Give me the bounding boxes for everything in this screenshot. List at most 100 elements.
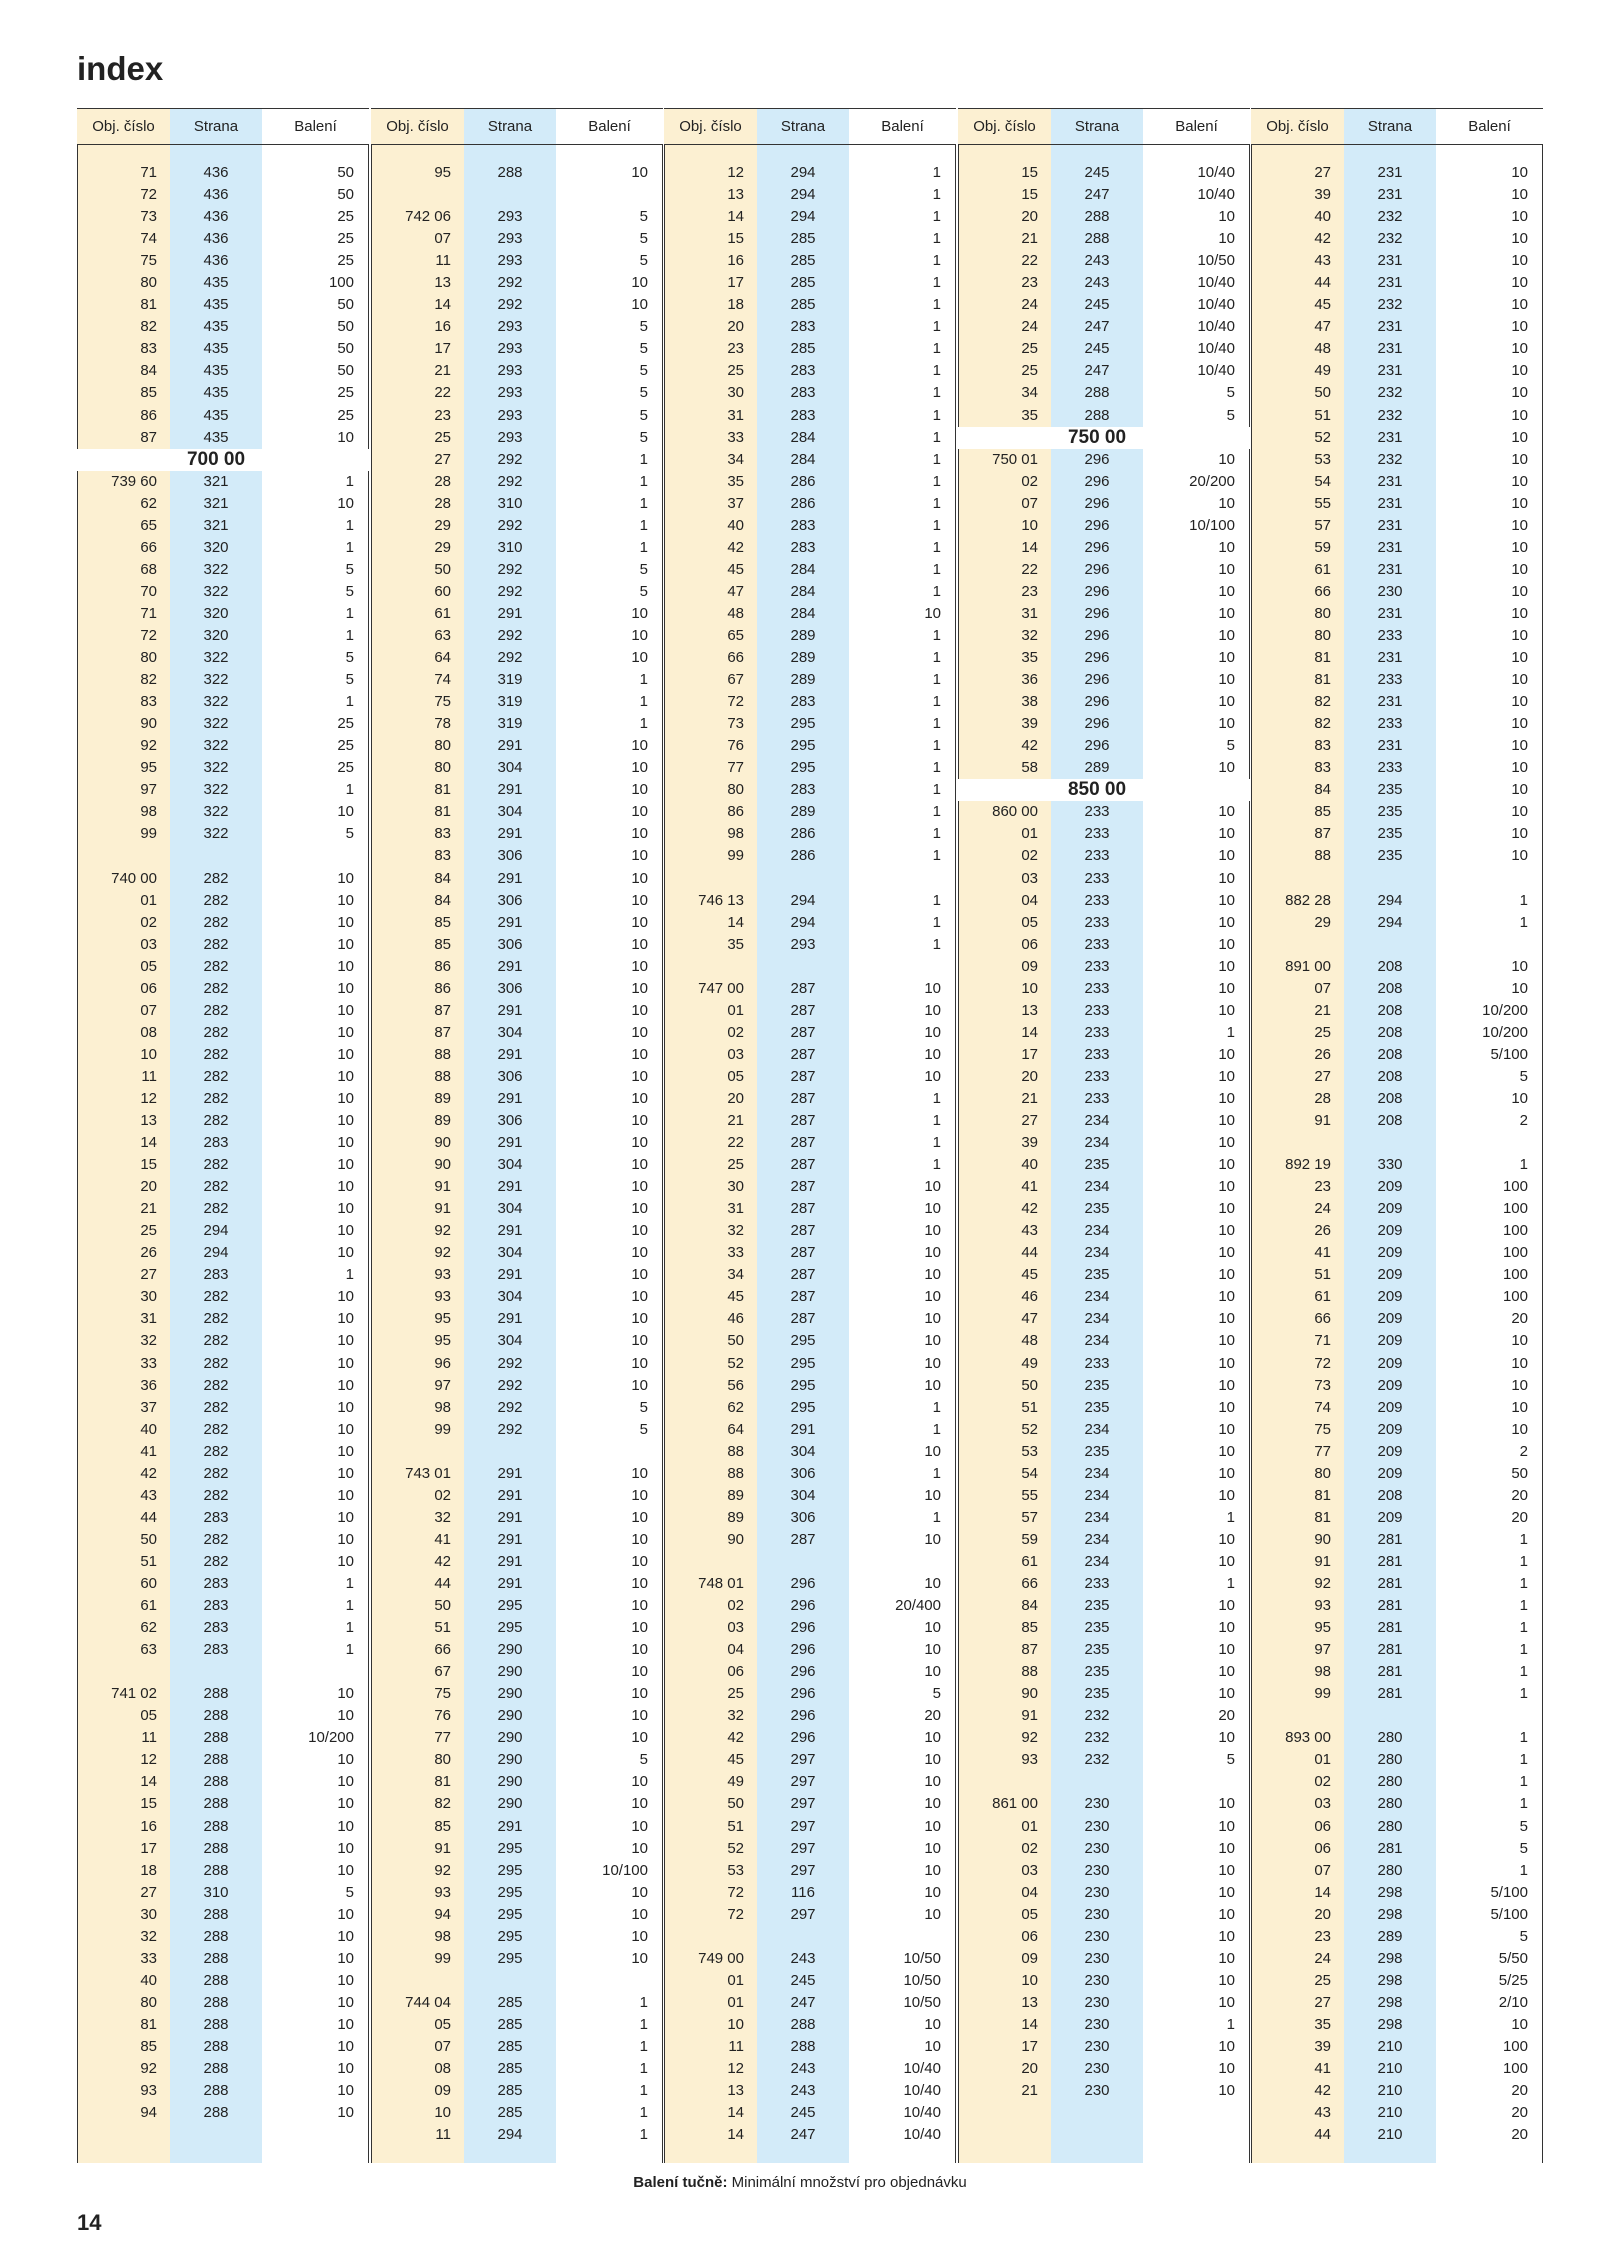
strana: 282	[203, 913, 229, 931]
strana: 288	[203, 2082, 229, 2100]
strana: 235	[1084, 1597, 1110, 1615]
strana: 282	[203, 1001, 229, 1019]
table-row: 52 295 10	[664, 1353, 956, 1375]
strana: 296	[790, 1619, 816, 1637]
strana: 285	[790, 274, 816, 292]
strana: 435	[203, 340, 229, 358]
table-row: 26 294 10	[77, 1242, 369, 1264]
table-row: 33 282 10	[77, 1353, 369, 1375]
strana: 282	[203, 935, 229, 953]
strana: 234	[1084, 1464, 1110, 1482]
strana: 283	[203, 1641, 229, 1659]
strana: 291	[497, 869, 523, 887]
strana: 283	[790, 516, 816, 534]
obj-cislo: 13	[1021, 1001, 1038, 1019]
obj-cislo: 66	[1021, 1575, 1038, 1592]
table-row: 36 282 10	[77, 1375, 369, 1397]
baleni: 1	[639, 516, 648, 534]
baleni: 10	[1218, 1332, 1235, 1350]
obj-cislo: 03	[1021, 869, 1038, 887]
table-row: 63 283 1	[77, 1639, 369, 1661]
baleni: 10	[1511, 715, 1528, 733]
table-row: 60 292 5	[371, 581, 663, 603]
baleni: 10	[1218, 2037, 1235, 2055]
baleni: 10	[631, 1067, 648, 1085]
obj-cislo: 01	[140, 891, 157, 909]
obj-cislo: 48	[1314, 340, 1331, 358]
baleni: 100	[1502, 1178, 1528, 1196]
obj-cislo: 42	[1314, 230, 1331, 248]
strana: 230	[1084, 2082, 1110, 2100]
baleni: 10	[1218, 1530, 1235, 1548]
baleni: 10	[1218, 604, 1235, 622]
table-row: 88 304 10	[664, 1441, 956, 1463]
obj-cislo: 12	[727, 164, 744, 181]
baleni: 10	[924, 1839, 941, 1857]
strana: 304	[497, 803, 523, 821]
strana: 296	[790, 1729, 816, 1747]
table-row	[1251, 934, 1543, 956]
table-row	[77, 845, 369, 867]
table-row: 91 232 20	[958, 1705, 1250, 1727]
table-row: 53 297 10	[664, 1860, 956, 1882]
strana: 231	[1377, 186, 1403, 204]
obj-cislo: 54	[1314, 472, 1331, 490]
strana: 292	[497, 274, 523, 292]
strana: 296	[1084, 582, 1110, 600]
obj-cislo: 16	[727, 252, 744, 270]
table-row: 15 288 10	[77, 1793, 369, 1815]
obj-cislo: 80	[140, 1993, 157, 2011]
obj-cislo: 88	[434, 1045, 451, 1063]
obj-cislo: 13	[434, 274, 451, 292]
obj-cislo: 01	[1314, 1751, 1331, 1769]
strana: 304	[497, 1023, 523, 1041]
obj-cislo: 93	[434, 1266, 451, 1284]
obj-cislo: 87	[1314, 825, 1331, 843]
baleni: 5	[639, 384, 648, 402]
table-row: 45 232 10	[1251, 294, 1543, 316]
table-row: 14 292 10	[371, 294, 663, 316]
strana: 294	[497, 2126, 523, 2144]
table-row: 06 280 5	[1251, 1816, 1543, 1838]
baleni: 10	[631, 1134, 648, 1152]
baleni: 5/100	[1490, 1883, 1528, 1901]
table-row: 03 280 1	[1251, 1793, 1543, 1815]
baleni: 10	[1218, 1244, 1235, 1262]
baleni: 10	[631, 869, 648, 887]
baleni: 10	[924, 1905, 941, 1923]
strana: 233	[1084, 1045, 1110, 1063]
strana: 234	[1084, 1178, 1110, 1196]
strana: 209	[1377, 1464, 1403, 1482]
obj-cislo: 15	[140, 1156, 157, 1174]
strana: 231	[1377, 472, 1403, 490]
obj-cislo: 891 00	[1285, 957, 1331, 975]
obj-cislo: 72	[727, 1905, 744, 1923]
obj-cislo: 11	[435, 2126, 451, 2144]
baleni: 1	[932, 362, 941, 380]
baleni: 10	[924, 2037, 941, 2055]
obj-cislo: 861 00	[992, 1795, 1038, 1813]
table-row: 49 297 10	[664, 1771, 956, 1793]
obj-cislo: 24	[1021, 318, 1038, 336]
table-row: 85 235 10	[958, 1617, 1250, 1639]
table-row: 01 280 1	[1251, 1749, 1543, 1771]
table-row: 26 209 100	[1251, 1220, 1543, 1242]
obj-cislo: 99	[434, 1420, 451, 1438]
table-row: 75 436 25	[77, 250, 369, 272]
table-row: 23 285 1	[664, 338, 956, 360]
strana: 232	[1084, 1729, 1110, 1747]
strana: 243	[1084, 274, 1110, 292]
table-row	[77, 1661, 369, 1683]
page-title: index	[77, 50, 164, 87]
baleni: 100	[1502, 1200, 1528, 1218]
obj-cislo: 21	[1021, 1089, 1038, 1107]
baleni: 10	[337, 1971, 354, 1989]
table-row: 23 296 10	[958, 581, 1250, 603]
table-row: 27 234 10	[958, 1110, 1250, 1132]
baleni: 1	[932, 825, 941, 843]
obj-cislo: 91	[1021, 1707, 1038, 1725]
strana: 292	[497, 582, 523, 600]
strana: 231	[1377, 428, 1403, 446]
strana: 234	[1084, 1486, 1110, 1504]
baleni: 10	[337, 1222, 354, 1240]
